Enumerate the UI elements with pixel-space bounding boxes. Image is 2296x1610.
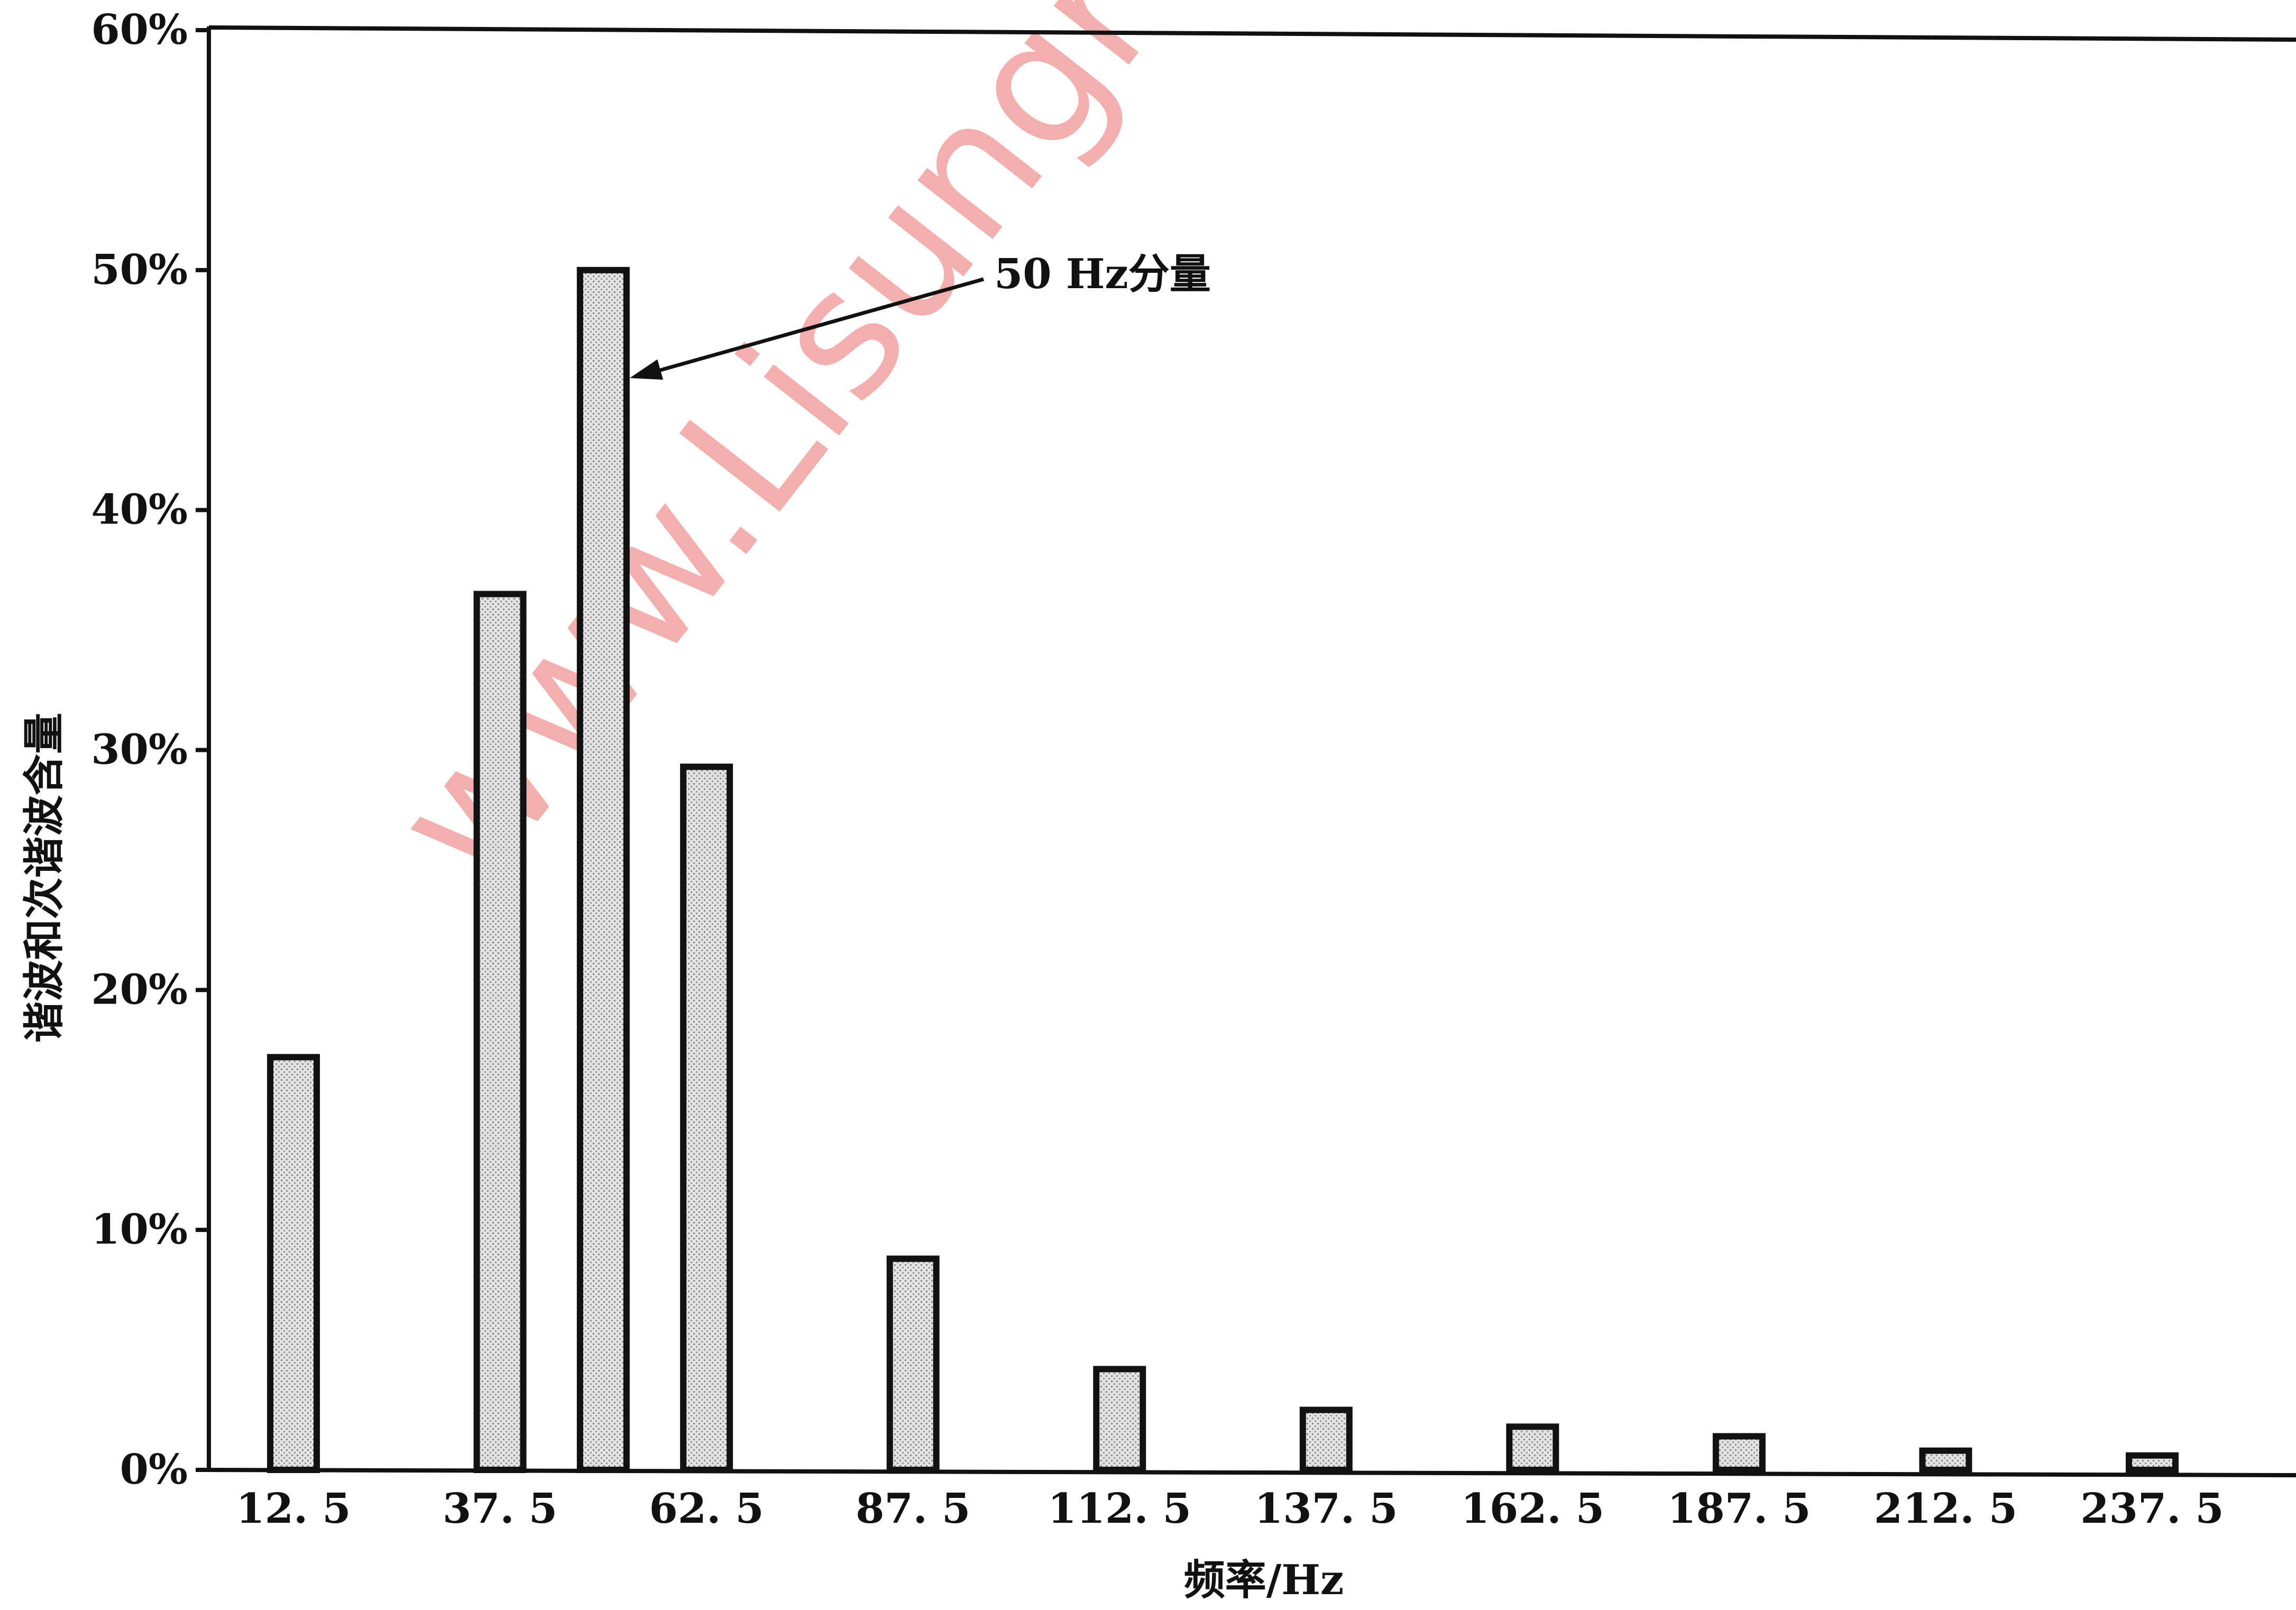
x-axis-title: 频率/Hz [1184,1556,1344,1604]
x-tick-label: 137. 5 [1254,1485,1398,1533]
x-tick-label: 87. 5 [856,1485,970,1533]
bar-37-5hz [473,591,527,1473]
bar-162-5hz [1506,1423,1559,1474]
y-tick-label: 40% [91,486,188,534]
annotation-50hz-label: 50 Hz分量 [994,250,1211,298]
x-axis-ticks: 12. 5 37. 5 62. 5 87. 5 112. 5 137. 5 162. 5 18… [236,1485,2224,1533]
bar-137-5hz [1299,1406,1353,1474]
bar-237-5hz [2126,1452,2179,1474]
x-tick-label: 162. 5 [1461,1485,1604,1533]
x-tick-label: 37. 5 [443,1485,557,1533]
bar-87-5hz [886,1255,940,1474]
y-tick-label: 0% [120,1446,188,1494]
bar-12-5hz [267,1054,320,1473]
annotation-arrow-line [650,277,984,375]
y-tick-label: 10% [91,1206,188,1254]
bar-50hz [576,266,630,1474]
x-tick-label: 112. 5 [1048,1485,1191,1533]
x-tick-label: 237. 5 [2080,1485,2224,1533]
annotation-arrowhead [629,359,664,380]
x-tick-label: 212. 5 [1874,1485,2017,1533]
x-tick-label: 62. 5 [649,1485,764,1533]
bar-187-5hz [1712,1433,1766,1474]
y-tick-label: 60% [91,6,188,54]
bar-112-5hz [1093,1366,1146,1473]
y-tick-label: 30% [91,726,188,774]
bar-series [267,266,2179,1474]
y-tick-label: 50% [91,246,188,294]
x-tick-label: 12. 5 [236,1485,351,1533]
bar-62-5hz [680,763,733,1473]
x-tick-label: 187. 5 [1667,1485,1811,1533]
x-axis-line [195,1468,2296,1477]
y-axis-title: 谐波和次谐波含量 [20,713,68,1043]
top-border-line [208,25,2296,42]
y-tick-label: 20% [91,965,188,1014]
y-axis-ticks: 0% 10% 20% 30% 40% 50% 60% [91,6,209,1494]
bar-212-5hz [1919,1447,1972,1474]
